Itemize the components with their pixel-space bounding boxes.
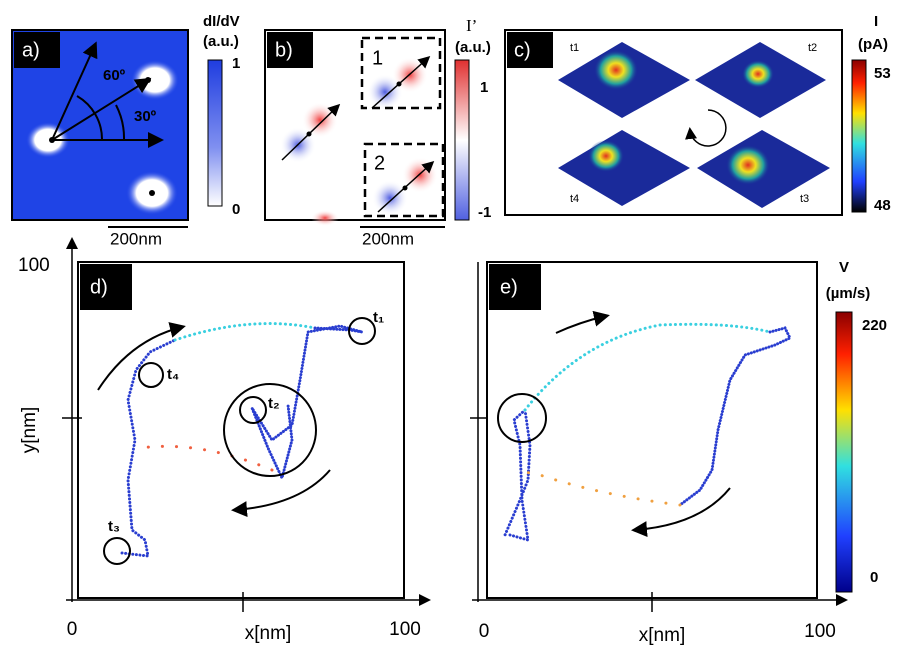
colorbar-unit: (µm/s) xyxy=(826,285,870,302)
x-tick-label: 0 xyxy=(479,621,490,642)
colorbar-unit: (a.u.) xyxy=(203,33,239,50)
x-tick-label: 0 xyxy=(67,619,78,640)
frame-label: t4 xyxy=(570,193,579,205)
marker-label: t₃ xyxy=(108,518,120,535)
inset-label: 1 xyxy=(372,47,383,69)
colorbar-min: 0 xyxy=(232,201,240,218)
inset-label: 2 xyxy=(374,152,385,174)
panel-e: e) 0 x[nm] 100 V (µm/s) 220 0 xyxy=(470,259,887,646)
marker-label: t₄ xyxy=(167,366,179,383)
panel-c: c) t1 t2 t4 t3 I (pA) 53 48 xyxy=(505,13,891,215)
colorbar-max: 1 xyxy=(232,55,240,72)
colorbar-max: 53 xyxy=(874,65,891,82)
figure: a) 60º 30º dI/dV (a.u.) 1 0 200nm b) 1 2… xyxy=(0,0,904,646)
marker-label: t₁ xyxy=(373,309,384,326)
x-tick-label: 100 xyxy=(804,621,836,642)
x-axis-label: x[nm] xyxy=(639,625,685,646)
molecule xyxy=(131,60,179,100)
angle-label: 60º xyxy=(103,67,126,84)
frame-label: t1 xyxy=(570,42,579,54)
colorbar-max: 220 xyxy=(862,317,887,334)
frame-label: t3 xyxy=(800,193,809,205)
colorbar-unit: (pA) xyxy=(858,36,888,53)
colorbar xyxy=(208,60,222,206)
panel-label: b) xyxy=(275,39,293,61)
y-axis-label: y[nm] xyxy=(19,407,40,453)
x-axis-label: x[nm] xyxy=(245,623,291,644)
colorbar-min: 48 xyxy=(874,197,891,214)
panel-label: d) xyxy=(90,276,108,298)
colorbar-unit: (a.u.) xyxy=(455,39,491,56)
panel-label: a) xyxy=(22,39,40,61)
frame-label: t2 xyxy=(808,42,817,54)
colorbar-title: I’ xyxy=(466,16,477,35)
panel-label: e) xyxy=(500,276,518,298)
scale-bar: 200nm xyxy=(110,229,162,248)
colorbar-min: -1 xyxy=(478,204,491,221)
colorbar-max: 1 xyxy=(480,79,488,96)
colorbar-min: 0 xyxy=(870,569,878,586)
y-tick-label: 100 xyxy=(18,255,50,276)
panel-b: b) 1 2 I’ (a.u.) 1 -1 200nm xyxy=(265,16,491,249)
angle-label: 30º xyxy=(134,108,157,125)
colorbar-title: V xyxy=(839,259,849,276)
panel-d: d) t₁ t₂ t₃ t₄ 100 y[nm] 0 x[nm] 100 xyxy=(18,240,428,644)
colorbar-title: I xyxy=(874,13,878,30)
scale-bar: 200nm xyxy=(362,229,414,248)
x-tick-label: 100 xyxy=(389,619,421,640)
colorbar-title: dI/dV xyxy=(203,13,240,30)
panel-a: a) 60º 30º dI/dV (a.u.) 1 0 200nm xyxy=(12,13,240,249)
marker-label: t₂ xyxy=(268,395,280,412)
panel-label: c) xyxy=(514,39,531,61)
